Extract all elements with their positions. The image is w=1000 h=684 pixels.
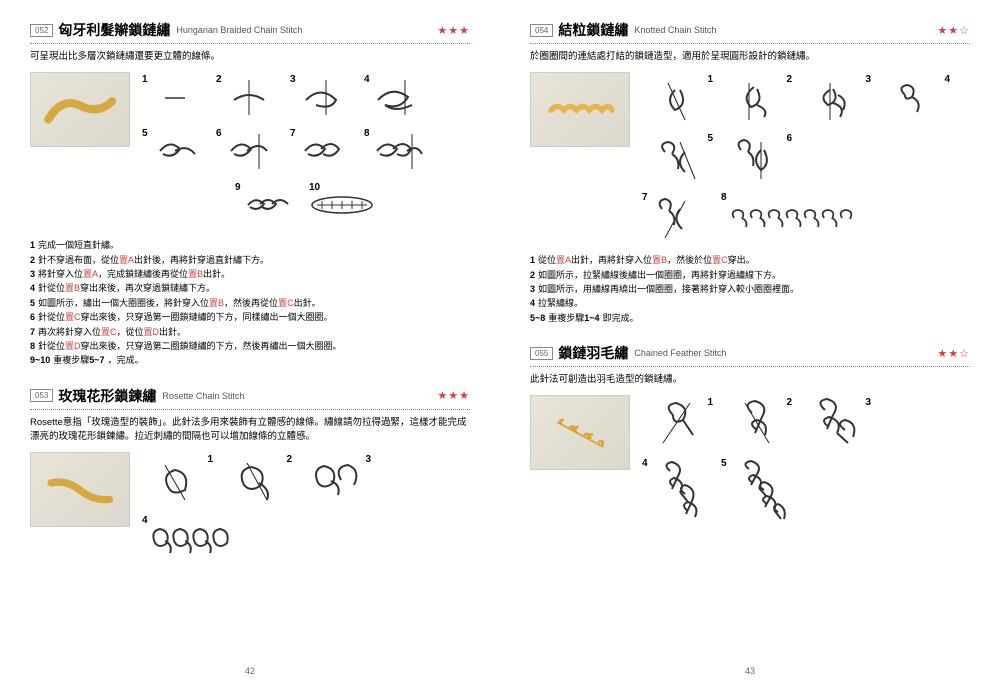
steps-list: 1完成一個短直針繡。 2針不穿過布面，從位置A出針後，再將針穿過直針繡下方。 3…	[30, 238, 470, 368]
step-line: 8針從位置D穿出來後，只穿過第二圈鎖鏈繡的下方，然後再繡出一個大圈圈。	[30, 339, 470, 353]
section-number: 053	[30, 389, 53, 402]
section-description: 可呈現出比多層次鎖鏈繡還要更立體的線條。	[30, 50, 470, 64]
diagram-step-10: 10	[307, 180, 377, 230]
step-line: 1從位置A出針，再將針穿入位置B，然後於位置C穿出。	[530, 253, 970, 267]
diagram-step-4: 4	[877, 72, 952, 127]
diagram-step-1: 1	[140, 72, 210, 122]
diagram-grid: 1 2 3	[140, 452, 470, 507]
section-header: 055 鎖鏈羽毛繡 Chained Feather Stitch ★★☆	[530, 343, 970, 367]
diagram-grid-2: 7 8	[640, 190, 970, 245]
section-title-cn: 玫瑰花形鎖鍊繡	[58, 386, 156, 406]
diagram-step-5: 5	[719, 456, 794, 531]
step-line: 3如圖所示，用繡線再繞出一個圈圈，接著將針穿入較小圈圈裡面。	[530, 282, 970, 296]
diagram-step-3: 3	[798, 395, 873, 450]
right-page: 054 結粒鎖鏈繡 Knotted Chain Stitch ★★☆ 於圈圈間的…	[500, 0, 1000, 684]
diagram-area: 1 2 3 4	[140, 452, 470, 568]
diagram-step-7: 7	[288, 126, 358, 176]
diagram-area: 1 2 3 4 5 6 7 8 9 10	[140, 72, 470, 230]
diagram-step-6: 6	[214, 126, 284, 176]
content-row: 1 2 3 4 5 6 7 8 9 10	[30, 72, 470, 230]
section-header: 054 結粒鎖鏈繡 Knotted Chain Stitch ★★☆	[530, 20, 970, 44]
difficulty-stars: ★★☆	[937, 347, 970, 360]
step-line: 9~10重複步驟5~7，完成。	[30, 353, 470, 367]
steps-list: 1從位置A出針，再將針穿入位置B，然後於位置C穿出。 2如圖所示，拉緊繡線後繡出…	[530, 253, 970, 325]
section-title-cn: 結粒鎖鏈繡	[558, 20, 628, 40]
difficulty-stars: ★★☆	[937, 24, 970, 37]
section-053: 053 玫瑰花形鎖鍊繡 Rosette Chain Stitch ★★★ Ros…	[30, 386, 470, 569]
diagram-grid: 1 2 3	[640, 395, 970, 450]
diagram-step-4: 4	[362, 72, 432, 122]
diagram-step-6: 6	[719, 131, 794, 186]
step-line: 3將針穿入位置A，完成鎖鏈繡後再從位置B出針。	[30, 267, 470, 281]
sample-photo	[30, 452, 130, 527]
step-line: 5~8重複步驟1~4即完成。	[530, 311, 970, 325]
difficulty-stars: ★★★	[437, 24, 470, 37]
content-row: 1 2 3 4	[30, 452, 470, 568]
diagram-step-2: 2	[219, 452, 294, 507]
diagram-step-3: 3	[798, 72, 873, 127]
page-number: 42	[245, 666, 255, 676]
section-title-cn: 鎖鏈羽毛繡	[558, 343, 628, 363]
diagram-step-1: 1	[640, 395, 715, 450]
diagram-area: 1 2 3 4 5 6 7 8	[640, 72, 970, 245]
section-title-en: Rosette Chain Stitch	[162, 391, 244, 401]
sample-photo	[530, 395, 630, 470]
difficulty-stars: ★★★	[437, 389, 470, 402]
diagram-grid-2: 9 10	[140, 180, 470, 230]
step-line: 2針不穿過布面，從位置A出針後，再將針穿過直針繡下方。	[30, 253, 470, 267]
diagram-grid-2: 4	[140, 513, 470, 568]
content-row: 1 2 3 4 5 6 7 8	[530, 72, 970, 245]
section-number: 054	[530, 24, 553, 37]
diagram-step-2: 2	[719, 395, 794, 450]
step-line: 4針從位置B穿出來後，再次穿過鎖鏈繡下方。	[30, 281, 470, 295]
diagram-step-1: 1	[640, 72, 715, 127]
section-title-cn: 匈牙利髮辮鎖鏈繡	[58, 20, 170, 40]
diagram-step-4: 4	[140, 513, 260, 568]
diagram-step-7: 7	[640, 190, 715, 245]
content-row: 1 2 3 4 5	[530, 395, 970, 531]
section-title-en: Hungarian Braided Chain Stitch	[176, 25, 302, 35]
sample-photo	[530, 72, 630, 147]
section-054: 054 結粒鎖鏈繡 Knotted Chain Stitch ★★☆ 於圈圈間的…	[530, 20, 970, 325]
diagram-area: 1 2 3 4 5	[640, 395, 970, 531]
diagram-step-3: 3	[298, 452, 373, 507]
diagram-grid: 1 2 3 4 5 6 7 8	[140, 72, 470, 176]
section-055: 055 鎖鏈羽毛繡 Chained Feather Stitch ★★☆ 此針法…	[530, 343, 970, 531]
step-line: 2如圖所示，拉緊繡線後繡出一個圈圈，再將針穿過繡線下方。	[530, 268, 970, 282]
section-052: 052 匈牙利髮辮鎖鏈繡 Hungarian Braided Chain Sti…	[30, 20, 470, 368]
diagram-step-3: 3	[288, 72, 358, 122]
diagram-step-5: 5	[140, 126, 210, 176]
step-line: 1完成一個短直針繡。	[30, 238, 470, 252]
section-header: 052 匈牙利髮辮鎖鏈繡 Hungarian Braided Chain Sti…	[30, 20, 470, 44]
diagram-step-2: 2	[214, 72, 284, 122]
diagram-step-4: 4	[640, 456, 715, 531]
sample-photo	[30, 72, 130, 147]
diagram-step-9: 9	[233, 180, 303, 230]
section-description: Rosette意指「玫瑰造型的裝飾」。此針法多用來裝飾有立體感的線條。繡線請勿拉…	[30, 416, 470, 445]
section-description: 於圈圈間的連結處打結的鎖鏈造型，適用於呈現圓形設計的鎖鏈繡。	[530, 50, 970, 64]
diagram-step-5: 5	[640, 131, 715, 186]
section-title-en: Knotted Chain Stitch	[634, 25, 716, 35]
section-title-en: Chained Feather Stitch	[634, 348, 726, 358]
section-number: 055	[530, 347, 553, 360]
section-number: 052	[30, 24, 53, 37]
step-line: 7再次將針穿入位置C，從位置D出針。	[30, 325, 470, 339]
page-number: 43	[745, 666, 755, 676]
diagram-step-8: 8	[362, 126, 432, 176]
diagram-step-1: 1	[140, 452, 215, 507]
step-line: 4拉緊繡線。	[530, 296, 970, 310]
diagram-step-2: 2	[719, 72, 794, 127]
left-page: 052 匈牙利髮辮鎖鏈繡 Hungarian Braided Chain Sti…	[0, 0, 500, 684]
step-line: 6針從位置C穿出來後，只穿過第一圈鎖鏈繡的下方，同樣繡出一個大圈圈。	[30, 310, 470, 324]
diagram-grid-2: 4 5	[640, 456, 970, 531]
section-header: 053 玫瑰花形鎖鍊繡 Rosette Chain Stitch ★★★	[30, 386, 470, 410]
step-line: 5如圖所示，繡出一個大圈圈後，將針穿入位置B，然後再從位置C出針。	[30, 296, 470, 310]
section-description: 此針法可創造出羽毛造型的鎖鏈繡。	[530, 373, 970, 387]
diagram-step-8: 8	[719, 190, 899, 245]
diagram-grid: 1 2 3 4 5 6	[640, 72, 970, 186]
